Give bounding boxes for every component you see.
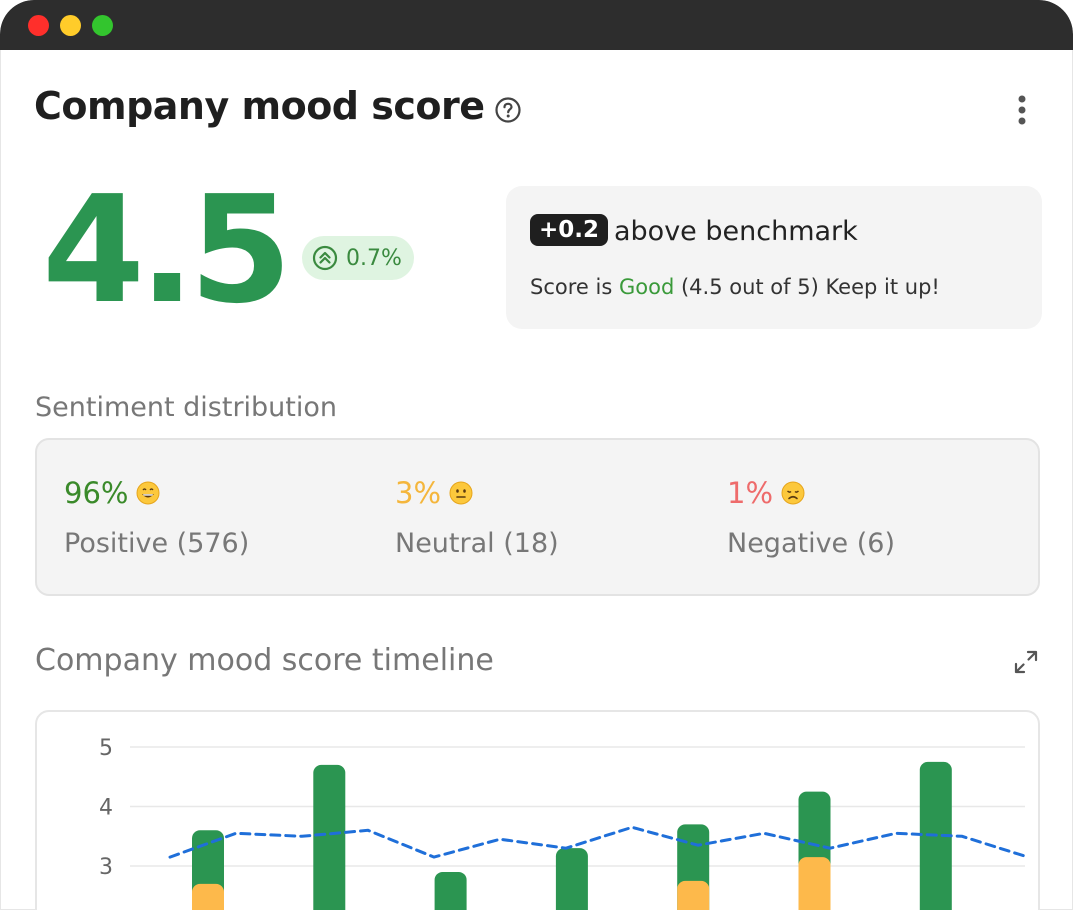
sentiment-neutral-pct: 3% — [395, 476, 442, 510]
sentiment-positive: 96% Positive (576) — [64, 476, 249, 559]
sentiment-neutral: 3% Neutral (18) — [395, 476, 559, 559]
sentiment-negative-pct-row: 1% — [727, 476, 895, 510]
y-tick-label: 5 — [99, 736, 113, 761]
bar-neutral — [798, 857, 831, 910]
sentiment-negative-pct: 1% — [727, 476, 774, 510]
sentiment-distribution-card: 96% Positive (576) 3% — [35, 438, 1040, 596]
sentiment-positive-pct-row: 96% — [64, 476, 249, 510]
bar-neutral — [192, 883, 224, 910]
score-change-text: 0.7% — [346, 245, 402, 271]
double-chevron-up-icon — [312, 245, 338, 271]
sentiment-neutral-pct-row: 3% — [395, 476, 559, 510]
bar-neutral — [677, 880, 710, 910]
kebab-menu-icon[interactable] — [1010, 92, 1034, 128]
score-change-badge: 0.7% — [302, 236, 414, 280]
y-tick-label: 4 — [99, 796, 113, 821]
benchmark-label: above benchmark — [614, 216, 858, 247]
y-tick-label: 3 — [99, 855, 113, 880]
neutral-face-icon — [449, 481, 473, 505]
close-window-button[interactable] — [28, 15, 49, 36]
mood-score-value: 4.5 — [42, 164, 292, 336]
benchmark-rating: Good — [618, 275, 675, 299]
sentiment-section-title: Sentiment distribution — [35, 392, 338, 423]
benchmark-delta-badge: +0.2 — [530, 214, 609, 246]
disappointed-face-icon — [781, 481, 805, 505]
sentiment-negative: 1% Negative (6) — [727, 476, 895, 559]
benchmark-prefix: Score is — [530, 275, 613, 299]
card-title: Company mood score — [34, 84, 485, 128]
title-bar — [0, 0, 1073, 50]
benchmark-trend-line — [168, 825, 1030, 859]
sentiment-neutral-label: Neutral (18) — [395, 528, 559, 559]
bar-positive — [313, 764, 346, 910]
sentiment-positive-pct: 96% — [64, 476, 129, 510]
benchmark-suffix: (4.5 out of 5) Keep it up! — [680, 275, 940, 299]
timeline-section-title: Company mood score timeline — [35, 643, 494, 678]
maximize-window-button[interactable] — [92, 15, 113, 36]
minimize-window-button[interactable] — [60, 15, 81, 36]
question-circle-icon[interactable] — [494, 96, 522, 124]
bar-positive — [434, 871, 467, 910]
benchmark-description: Score is Good (4.5 out of 5) Keep it up! — [530, 275, 940, 299]
sentiment-positive-label: Positive (576) — [64, 528, 250, 559]
bar-positive — [555, 848, 588, 910]
sentiment-negative-label: Negative (6) — [727, 528, 895, 559]
mood-timeline-chart: 5 4 3 — [99, 736, 1030, 910]
grinning-face-icon — [136, 481, 160, 505]
expand-arrows-icon[interactable] — [1012, 648, 1040, 676]
benchmark-card: +0.2 above benchmark Score is Good (4.5 … — [506, 186, 1042, 329]
